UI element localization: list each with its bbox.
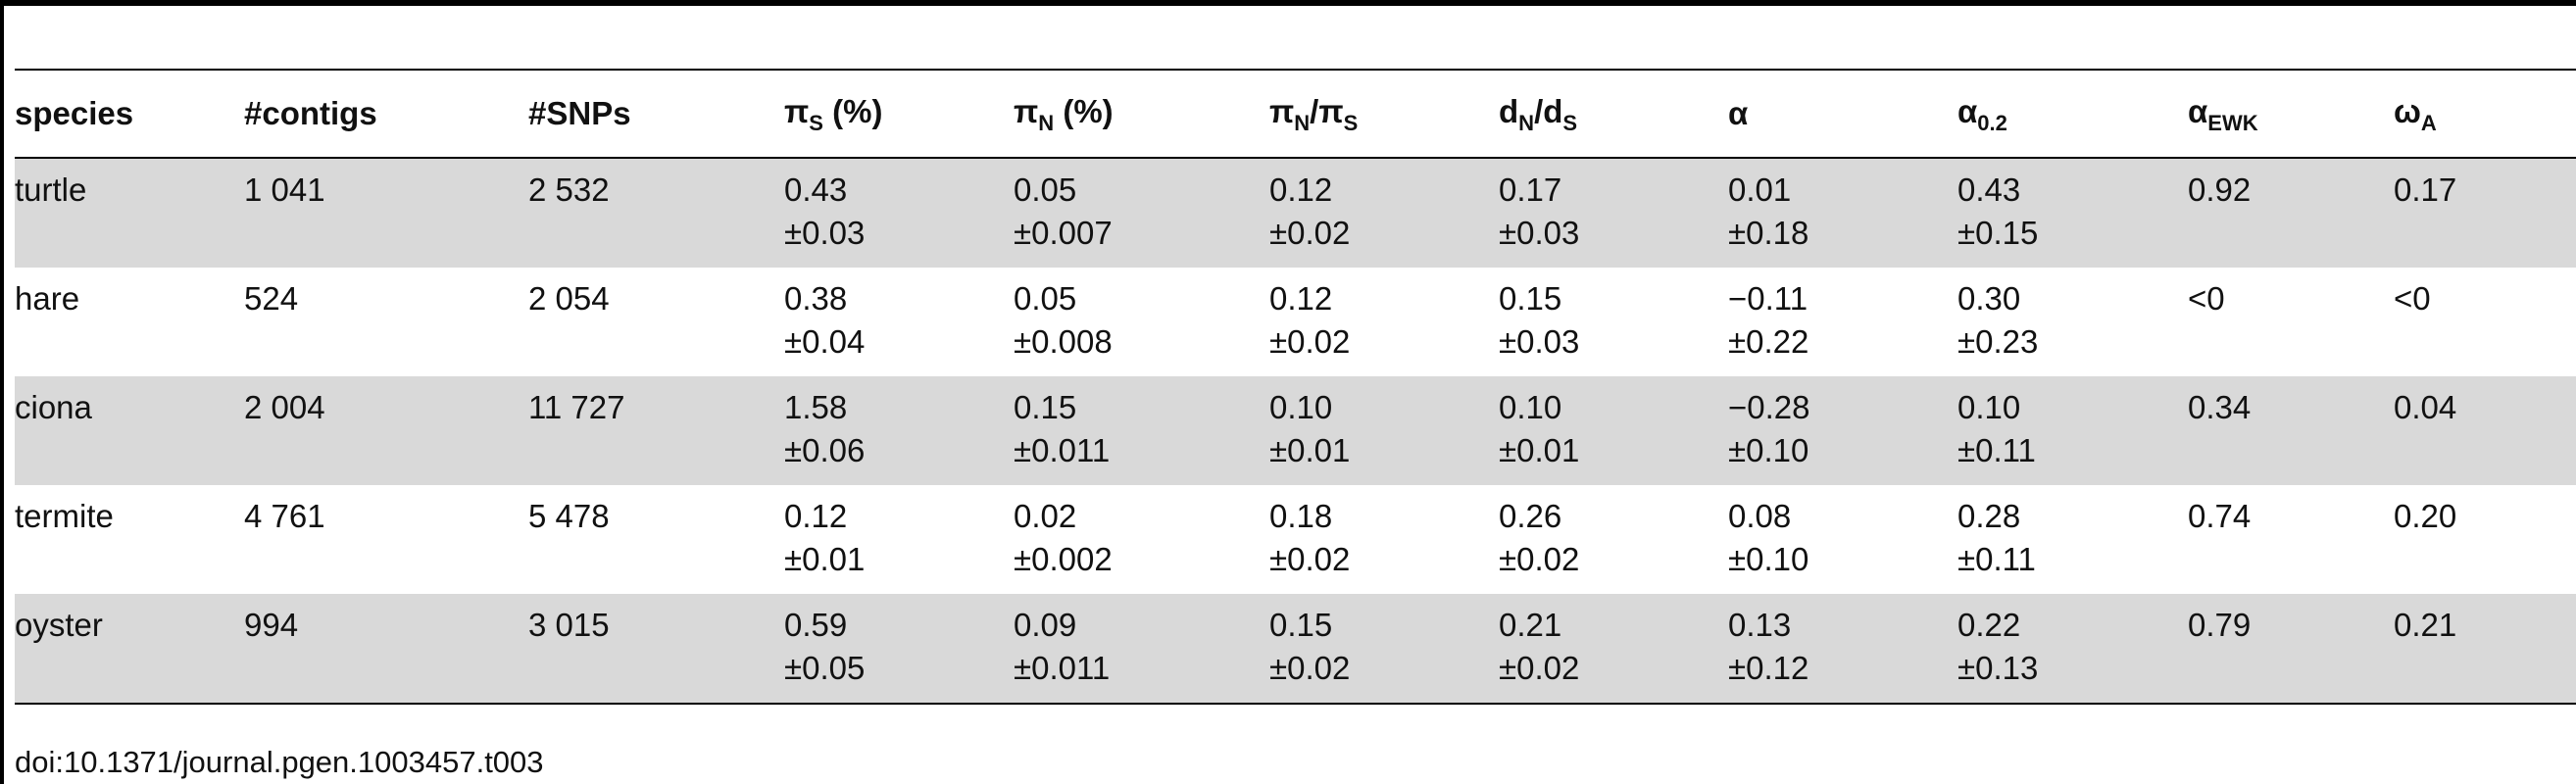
header-pi-n: πN (%) (1014, 69, 1269, 159)
cell-pi-s: 0.59 ±0.05 (784, 594, 1014, 705)
cell-alpha-ewk: 0.74 (2188, 498, 2252, 534)
cell-species: hare (15, 280, 80, 317)
cell-alpha-ewk: <0 (2188, 280, 2225, 317)
cell-pi-ratio: 0.15 ±0.02 (1269, 594, 1499, 705)
header-alpha: α (1728, 69, 1957, 159)
header-dn-ds: dN/dS (1499, 69, 1728, 159)
header-omega-a: ωA (2394, 69, 2576, 159)
cell-dn-ds: 0.10 ±0.01 (1499, 376, 1728, 485)
table-row: termite 4 761 5 478 0.12 ±0.01 0.02 ±0.002… (15, 485, 2576, 594)
cell-contigs: 4 761 (244, 498, 325, 534)
cell-pi-n: 0.02 ±0.002 (1014, 498, 1113, 577)
cell-pi-ratio: 0.12 ±0.02 (1269, 158, 1499, 268)
doi-footer: doi:10.1371/journal.pgen.1003457.t003 (15, 745, 544, 779)
cell-pi-n: 0.15 ±0.011 (1014, 376, 1269, 485)
cell-contigs: 2 004 (244, 376, 528, 485)
cell-alpha-ewk: 0.92 (2188, 158, 2394, 268)
left-border (0, 0, 4, 784)
cell-dn-ds: 0.26 ±0.02 (1499, 498, 1580, 577)
cell-species: termite (15, 498, 114, 534)
cell-pi-s: 0.38 ±0.04 (784, 280, 866, 360)
cell-pi-n: 0.05 ±0.008 (1014, 280, 1113, 360)
cell-omega-a: 0.21 (2394, 594, 2576, 705)
cell-pi-ratio: 0.18 ±0.02 (1269, 498, 1351, 577)
cell-pi-s: 0.43 ±0.03 (784, 158, 1014, 268)
table-row: hare 524 2 054 0.38 ±0.04 0.05 ±0.008 0.12… (15, 268, 2576, 376)
header-species: species (15, 69, 244, 159)
cell-snps: 2 532 (528, 158, 784, 268)
data-table: species #contigs #SNPs πS (%) πN (%) πN/… (15, 69, 2576, 705)
cell-alpha: 0.01 ±0.18 (1728, 158, 1957, 268)
cell-snps: 11 727 (528, 376, 784, 485)
cell-alpha-02: 0.22 ±0.13 (1957, 594, 2188, 705)
cell-contigs: 994 (244, 594, 528, 705)
cell-pi-ratio: 0.12 ±0.02 (1269, 280, 1351, 360)
cell-snps: 5 478 (528, 498, 610, 534)
cell-pi-ratio: 0.10 ±0.01 (1269, 376, 1499, 485)
data-table-container: species #contigs #SNPs πS (%) πN (%) πN/… (15, 69, 2576, 705)
table-row: turtle 1 041 2 532 0.43 ±0.03 0.05 ±0.007 … (15, 158, 2576, 268)
cell-contigs: 1 041 (244, 158, 528, 268)
cell-pi-s: 0.12 ±0.01 (784, 498, 866, 577)
cell-alpha-ewk: 0.34 (2188, 376, 2394, 485)
cell-alpha-ewk: 0.79 (2188, 594, 2394, 705)
table-row: oyster 994 3 015 0.59 ±0.05 0.09 ±0.011 0.… (15, 594, 2576, 705)
cell-species: turtle (15, 158, 244, 268)
cell-dn-ds: 0.15 ±0.03 (1499, 280, 1580, 360)
cell-pi-n: 0.09 ±0.011 (1014, 594, 1269, 705)
table-row: ciona 2 004 11 727 1.58 ±0.06 0.15 ±0.011 … (15, 376, 2576, 485)
cell-snps: 3 015 (528, 594, 784, 705)
header-pi-ratio: πN/πS (1269, 69, 1499, 159)
cell-omega-a: 0.20 (2394, 498, 2457, 534)
cell-dn-ds: 0.21 ±0.02 (1499, 594, 1728, 705)
cell-alpha-02: 0.28 ±0.11 (1957, 498, 2036, 577)
cell-alpha: −0.11 ±0.22 (1728, 280, 1809, 360)
cell-species: oyster (15, 594, 244, 705)
cell-dn-ds: 0.17 ±0.03 (1499, 158, 1728, 268)
header-alpha-02: α0.2 (1957, 69, 2188, 159)
cell-alpha: 0.08 ±0.10 (1728, 498, 1809, 577)
cell-snps: 2 054 (528, 280, 610, 317)
header-row: species #contigs #SNPs πS (%) πN (%) πN/… (15, 69, 2576, 159)
cell-omega-a: 0.04 (2394, 376, 2576, 485)
cell-alpha-02: 0.30 ±0.23 (1957, 280, 2039, 360)
cell-alpha-02: 0.10 ±0.11 (1957, 376, 2188, 485)
cell-contigs: 524 (244, 280, 299, 317)
cell-alpha-02: 0.43 ±0.15 (1957, 158, 2188, 268)
cell-omega-a: <0 (2394, 280, 2431, 317)
cell-species: ciona (15, 376, 244, 485)
header-pi-s: πS (%) (784, 69, 1014, 159)
header-alpha-ewk: αEWK (2188, 69, 2394, 159)
top-rule (0, 0, 2576, 6)
cell-pi-s: 1.58 ±0.06 (784, 376, 1014, 485)
header-snps: #SNPs (528, 69, 784, 159)
cell-alpha: −0.28 ±0.10 (1728, 376, 1957, 485)
cell-alpha: 0.13 ±0.12 (1728, 594, 1957, 705)
cell-pi-n: 0.05 ±0.007 (1014, 158, 1269, 268)
header-contigs: #contigs (244, 69, 528, 159)
cell-omega-a: 0.17 (2394, 158, 2576, 268)
